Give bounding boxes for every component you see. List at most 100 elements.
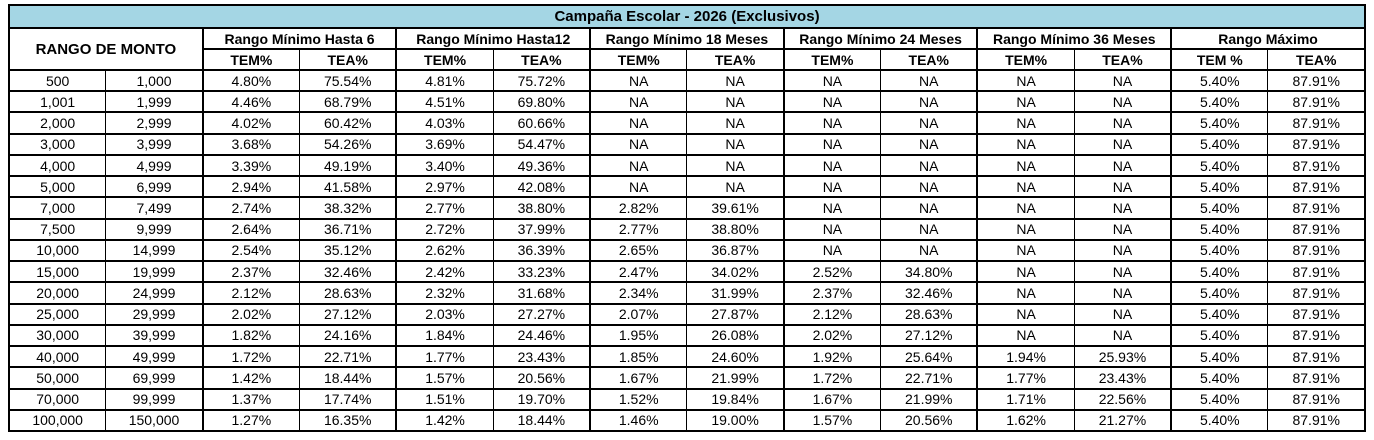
table-cell: 1,001 xyxy=(8,90,107,114)
table-cell: 49.36% xyxy=(492,153,592,178)
table-cell: NA xyxy=(686,175,785,199)
table-cell: 39,999 xyxy=(105,323,204,348)
table-cell: NA xyxy=(686,153,785,178)
table-cell: NA xyxy=(686,68,785,93)
table-cell: NA xyxy=(880,196,979,220)
table-cell: 1.77% xyxy=(395,345,494,369)
group-header: Rango Mínimo 36 Meses xyxy=(976,27,1173,50)
table-cell: 87.91% xyxy=(1267,302,1367,326)
table-cell: 1.42% xyxy=(395,408,494,433)
table-row: 4,000 4,999 3.39% 49.19% 3.40% 49.36% NA NA NA NA… xyxy=(8,153,1367,178)
table-cell: 2,999 xyxy=(105,111,204,135)
table-cell: 1.52% xyxy=(589,387,688,411)
table-row: 100,000 150,000 1.27% 16.35% 1.42% 18.44% 1.46… xyxy=(8,408,1367,433)
table-cell: 87.91% xyxy=(1267,323,1367,348)
table-cell: NA xyxy=(686,132,785,156)
table-cell: NA xyxy=(976,260,1075,284)
table-cell: 4.46% xyxy=(202,90,301,114)
table-cell: 87.91% xyxy=(1267,90,1367,114)
table-row: 70,000 99,999 1.37% 17.74% 1.51% 19.70% 1.52% 1… xyxy=(8,387,1367,411)
table-cell: 2.47% xyxy=(589,260,688,284)
table-cell: NA xyxy=(880,90,979,114)
table-cell: 1.27% xyxy=(202,408,301,433)
table-cell: NA xyxy=(783,132,882,156)
table-cell: 87.91% xyxy=(1267,111,1367,135)
table-cell: 69,999 xyxy=(105,366,204,390)
table-cell: 25.93% xyxy=(1073,345,1173,369)
table-cell: 7,499 xyxy=(105,196,204,220)
table-cell: NA xyxy=(783,90,882,114)
table-cell: NA xyxy=(1073,238,1173,263)
table-cell: NA xyxy=(880,238,979,263)
table-cell: NA xyxy=(1073,323,1173,348)
table-cell: NA xyxy=(1073,90,1173,114)
table-cell: 4.51% xyxy=(395,90,494,114)
table-title: Campaña Escolar - 2026 (Exclusivos) xyxy=(8,4,1366,29)
table-cell: 69.80% xyxy=(492,90,592,114)
table-cell: 1.72% xyxy=(202,345,301,369)
table-cell: NA xyxy=(1073,281,1173,305)
table-cell: 5.40% xyxy=(1170,132,1269,156)
table-cell: 5.40% xyxy=(1170,153,1269,178)
sub-header: TEA% xyxy=(686,48,785,71)
table-cell: 54.47% xyxy=(492,132,592,156)
table-body: 500 1,000 4.80% 75.54% 4.81% 75.72% NA NA NA NA NA… xyxy=(8,68,1367,433)
table-cell: 20.56% xyxy=(492,366,592,390)
table-cell: 34.02% xyxy=(686,260,785,284)
table-cell: 41.58% xyxy=(299,175,398,199)
table-cell: NA xyxy=(976,175,1075,199)
table-head: Campaña Escolar - 2026 (Exclusivos) RANG… xyxy=(8,4,1367,71)
table-row: 500 1,000 4.80% 75.54% 4.81% 75.72% NA NA NA NA NA… xyxy=(8,68,1367,93)
table-cell: 1.57% xyxy=(395,366,494,390)
table-row: 3,000 3,999 3.68% 54.26% 3.69% 54.47% NA NA NA NA… xyxy=(8,132,1367,156)
table-cell: 1.62% xyxy=(976,408,1075,433)
table-cell: NA xyxy=(783,238,882,263)
table-cell: 2.74% xyxy=(202,196,301,220)
table-cell: NA xyxy=(686,90,785,114)
column-header-rango-de-monto: RANGO DE MONTO xyxy=(8,27,204,71)
table-cell: 87.91% xyxy=(1267,196,1367,220)
table-cell: NA xyxy=(880,175,979,199)
table-cell: 21.99% xyxy=(686,366,785,390)
table-cell: 19.00% xyxy=(686,408,785,433)
table-cell: 2.02% xyxy=(783,323,882,348)
sub-header: TEA% xyxy=(1267,48,1367,71)
table-cell: NA xyxy=(880,153,979,178)
table-cell: 3.69% xyxy=(395,132,494,156)
table-cell: NA xyxy=(1073,153,1173,178)
table-cell: 28.63% xyxy=(880,302,979,326)
table-cell: 1.77% xyxy=(976,366,1075,390)
group-header: Rango Mínimo 18 Meses xyxy=(589,27,785,50)
table-cell: NA xyxy=(589,132,688,156)
table-cell: 27.27% xyxy=(492,302,592,326)
table-cell: 2.42% xyxy=(395,260,494,284)
group-header: Rango Mínimo 24 Meses xyxy=(782,27,979,50)
table-cell: 17.74% xyxy=(299,387,398,411)
table-row: 2,000 2,999 4.02% 60.42% 4.03% 60.66% NA NA NA NA… xyxy=(8,111,1367,135)
table-cell: 49,999 xyxy=(105,345,204,369)
table-cell: 1.85% xyxy=(589,345,688,369)
table-cell: 9,999 xyxy=(105,217,204,241)
table-cell: 20.56% xyxy=(880,408,979,433)
table-cell: 2.32% xyxy=(395,281,494,305)
table-cell: NA xyxy=(783,153,882,178)
table-cell: 75.54% xyxy=(299,68,398,93)
table-cell: NA xyxy=(589,153,688,178)
table-cell: NA xyxy=(976,281,1075,305)
table-cell: 38.32% xyxy=(299,196,398,220)
table-cell: 27.87% xyxy=(686,302,785,326)
table-cell: 32.46% xyxy=(299,260,398,284)
table-cell: 24.16% xyxy=(299,323,398,348)
table-cell: 2.07% xyxy=(589,302,688,326)
table-cell: NA xyxy=(783,175,882,199)
table-cell: 87.91% xyxy=(1267,153,1367,178)
table-cell: 5.40% xyxy=(1170,68,1269,93)
table-cell: NA xyxy=(589,68,688,93)
table-cell: NA xyxy=(976,153,1075,178)
table-row: 7,500 9,999 2.64% 36.71% 2.72% 37.99% 2.77% 38.… xyxy=(8,217,1367,241)
table-cell: 24,999 xyxy=(105,281,204,305)
table-cell: 37.99% xyxy=(492,217,592,241)
table-cell: 1,999 xyxy=(105,90,204,114)
table-cell: 33.23% xyxy=(492,260,592,284)
table-cell: 35.12% xyxy=(299,238,398,263)
